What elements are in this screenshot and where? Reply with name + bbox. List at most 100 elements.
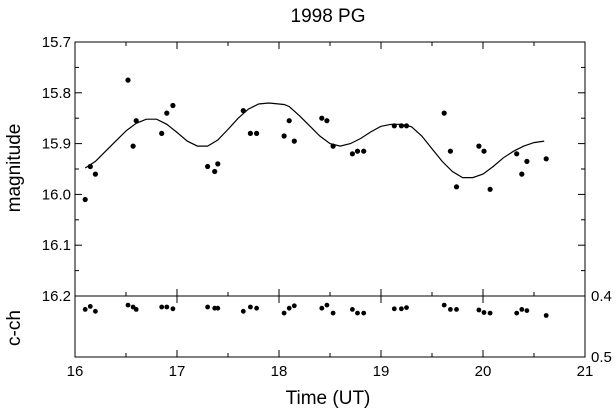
magnitude-point <box>82 196 88 203</box>
sub-plot-frame <box>74 295 586 358</box>
color-index-point <box>125 302 131 308</box>
color-index-point <box>487 310 493 316</box>
color-index-point <box>476 307 482 313</box>
color-index-point <box>448 307 453 312</box>
chart-title: 1998 PG <box>291 6 366 27</box>
color-index-point <box>454 307 459 312</box>
magnitude-point <box>514 151 520 157</box>
magnitude-point <box>170 102 176 109</box>
magnitude-point <box>447 148 453 154</box>
x-tick-labels: 16 17 18 19 20 21 <box>67 363 594 380</box>
magnitude-point <box>281 133 287 139</box>
magnitude-point <box>212 168 218 175</box>
color-index-point <box>248 304 253 310</box>
color-index-point <box>319 305 325 311</box>
color-index-point <box>240 308 246 314</box>
magnitude-point <box>286 118 292 124</box>
magnitude-point <box>240 108 246 114</box>
magnitude-point <box>354 148 361 154</box>
color-index-point <box>543 313 549 318</box>
color-index-point <box>355 310 360 316</box>
color-index-point <box>87 304 93 309</box>
color-index-point <box>93 308 98 314</box>
color-index-point <box>481 310 487 315</box>
main-plot-frame <box>74 41 586 297</box>
color-index-point <box>391 306 397 312</box>
main-tick-marks <box>74 41 586 297</box>
color-index-point <box>330 310 336 316</box>
x-tick-label: 17 <box>169 363 186 380</box>
magnitude-point <box>159 130 165 136</box>
magnitude-point <box>133 118 139 124</box>
magnitude-point <box>324 118 330 124</box>
magnitude-point <box>164 110 170 116</box>
sub-y-tick-labels: 0.4 0.5 <box>591 288 612 366</box>
main-y-axis-label: magnitude <box>4 124 25 213</box>
magnitude-point <box>543 156 549 162</box>
magnitude-point <box>403 123 410 129</box>
sub-y-axis-label: c-ch <box>4 310 25 346</box>
color-index-point <box>361 310 367 316</box>
x-tick-label: 20 <box>475 363 492 380</box>
sub-y-tick-label: 0.4 <box>591 288 612 305</box>
magnitude-point <box>487 186 493 192</box>
color-index-point <box>254 305 259 311</box>
color-index-points <box>82 302 549 318</box>
main-panel: 15.7 15.8 15.9 16.0 16.1 16.2 magnitude <box>4 34 586 305</box>
color-index-point <box>159 304 165 310</box>
x-axis-label: Time (UT) <box>286 388 371 409</box>
main-y-tick-label: 16.2 <box>42 288 71 305</box>
color-index-point <box>519 307 525 312</box>
main-y-tick-label: 15.7 <box>42 34 71 51</box>
magnitude-points <box>82 77 549 203</box>
magnitude-point <box>398 123 404 129</box>
magnitude-point <box>519 171 525 177</box>
color-index-point <box>281 310 287 316</box>
magnitude-point <box>441 110 447 116</box>
magnitude-point <box>524 158 530 164</box>
magnitude-point <box>319 115 325 121</box>
magnitude-point <box>481 148 487 154</box>
x-tick-label: 18 <box>271 363 288 380</box>
sub-panel: 0.4 0.5 16 17 18 19 20 21 c-ch Time (UT) <box>4 288 612 409</box>
magnitude-point <box>247 130 253 136</box>
color-index-point <box>82 307 88 312</box>
magnitude-point <box>361 148 367 154</box>
main-y-tick-label: 16.1 <box>42 237 71 254</box>
color-index-point <box>215 305 221 311</box>
color-index-point <box>524 308 530 313</box>
magnitude-point <box>92 171 98 177</box>
x-tick-label: 16 <box>67 363 84 380</box>
magnitude-point <box>130 143 136 149</box>
color-index-point <box>441 302 447 308</box>
fit-curve <box>84 102 545 179</box>
color-index-point <box>399 306 404 312</box>
magnitude-point <box>330 143 336 149</box>
color-index-point <box>324 302 330 308</box>
magnitude-point <box>87 163 93 170</box>
magnitude-point <box>291 138 297 144</box>
main-y-tick-label: 15.8 <box>42 85 71 102</box>
color-index-point <box>164 304 170 310</box>
color-index-point <box>286 305 292 311</box>
x-tick-label: 19 <box>373 363 390 380</box>
magnitude-point <box>205 163 211 170</box>
magnitude-point <box>349 151 355 157</box>
main-y-tick-labels: 15.7 15.8 15.9 16.0 16.1 16.2 <box>42 34 71 305</box>
sub-tick-marks <box>74 295 586 358</box>
main-y-tick-label: 16.0 <box>42 186 71 203</box>
color-index-point <box>133 307 139 312</box>
magnitude-point <box>391 123 397 129</box>
color-index-point <box>291 303 297 309</box>
color-index-point <box>404 305 409 310</box>
magnitude-point <box>125 77 131 83</box>
sub-y-tick-label: 0.5 <box>591 349 612 366</box>
main-y-tick-label: 15.9 <box>42 136 71 153</box>
color-index-point <box>205 304 211 310</box>
magnitude-point <box>254 130 260 136</box>
color-index-point <box>514 310 520 316</box>
magnitude-point <box>453 184 460 190</box>
color-index-point <box>350 307 355 312</box>
magnitude-point <box>476 143 482 149</box>
